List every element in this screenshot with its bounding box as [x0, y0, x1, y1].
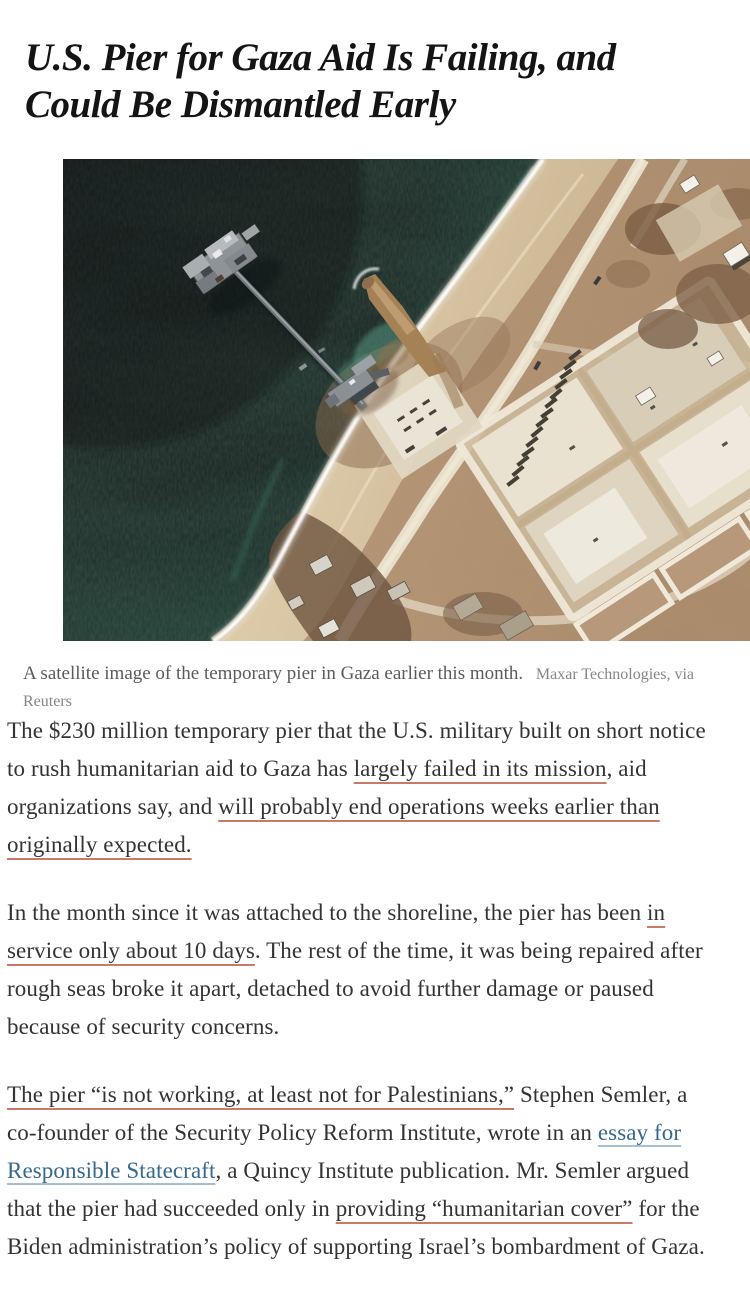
inline-link-red[interactable]: largely failed in its mission	[353, 756, 607, 781]
paragraph-text: , a Quincy Institute publication. Mr. Se…	[7, 1158, 690, 1221]
inline-link-red[interactable]: The pier “is not working, at least not f…	[7, 1082, 515, 1107]
caption-text: A satellite image of the temporary pier …	[23, 663, 524, 684]
paragraph-text: In the month since it was attached to th…	[7, 900, 648, 925]
paragraph-text: The $230 million temporary pier that the…	[7, 718, 706, 781]
article-body: The $230 million temporary pier that the…	[7, 712, 707, 1296]
photo-credit: Maxar Technologies, via Reuters	[23, 666, 695, 710]
floating-pier	[182, 224, 391, 413]
satellite-photo-graphic	[63, 159, 750, 641]
paragraph-text: Stephen Semler, a co-founder of the Secu…	[7, 1082, 688, 1145]
aid-staging-compound	[455, 276, 750, 641]
headline-line-1: U.S. Pier for Gaza Aid Is Failing, and	[25, 36, 616, 80]
sand-jetty	[352, 267, 464, 409]
article-headline: U.S. Pier for Gaza Aid Is Failing, and C…	[25, 34, 735, 128]
inline-link-red[interactable]: in service only about 10 days	[7, 900, 666, 963]
headline-line-2: Could Be Dismantled Early	[25, 83, 456, 127]
paragraph-text: for the Biden administration’s policy of…	[7, 1196, 705, 1259]
article-paragraph-1: The $230 million temporary pier that the…	[7, 712, 707, 864]
satellite-photo	[63, 159, 750, 641]
paragraph-text: . The rest of the time, it was being rep…	[7, 938, 703, 1039]
pier-shore-end	[324, 354, 391, 409]
paragraph-text: , aid organizations say, and	[7, 756, 647, 819]
photo-caption: A satellite image of the temporary pier …	[23, 661, 727, 715]
pier-head	[182, 224, 260, 295]
inline-link-red[interactable]: providing “humanitarian cover”	[335, 1196, 633, 1221]
buildings-top-right	[533, 174, 750, 406]
ruins-bottom-left	[269, 511, 535, 641]
article-paragraph-2: In the month since it was attached to th…	[7, 894, 707, 1046]
truck-convoy	[506, 349, 582, 487]
inline-link-red[interactable]: will probably end operations weeks earli…	[7, 794, 660, 857]
article-paragraph-3: The pier “is not working, at least not f…	[7, 1076, 707, 1266]
inline-link-blue[interactable]: essay for Responsible Statecraft	[7, 1120, 682, 1183]
